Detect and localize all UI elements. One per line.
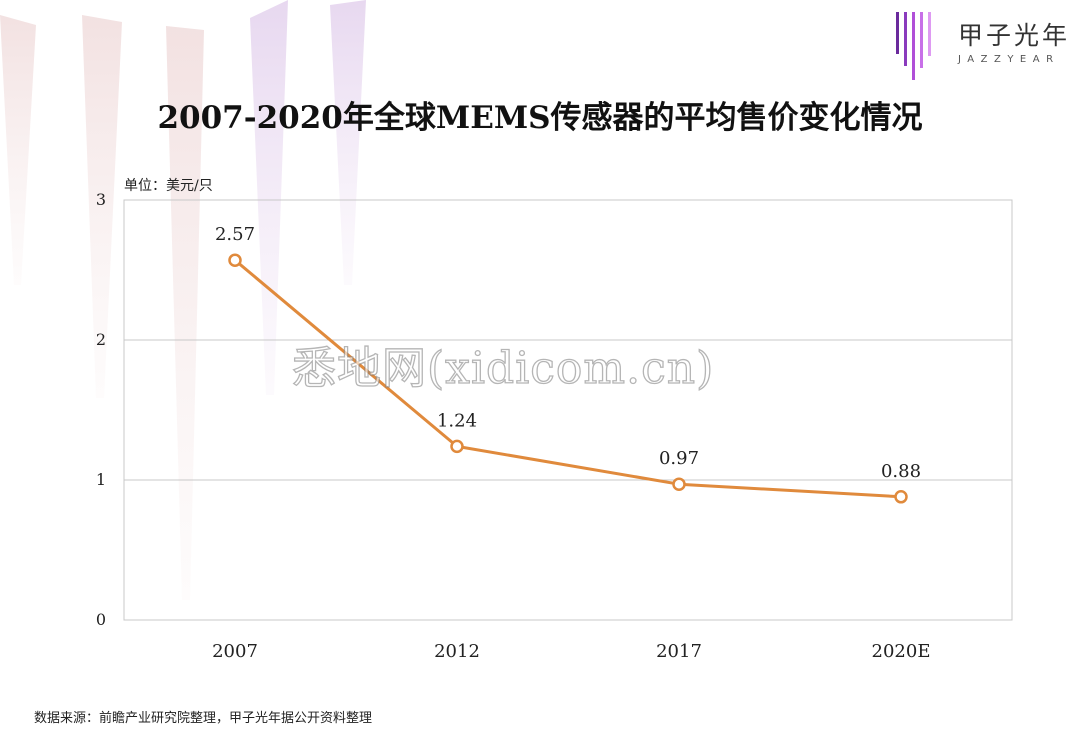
y-tick-label: 3 bbox=[96, 190, 106, 209]
deco-shard bbox=[0, 15, 36, 285]
deco-shard bbox=[166, 26, 204, 600]
grid bbox=[123, 199, 1013, 621]
series-line bbox=[234, 259, 902, 499]
data-label: 2.57 bbox=[215, 224, 255, 245]
data-label: 0.88 bbox=[881, 461, 921, 482]
logo-icon bbox=[896, 12, 931, 80]
source-note: 数据来源：前瞻产业研究院整理，甲子光年据公开资料整理 bbox=[34, 711, 373, 726]
data-point bbox=[894, 490, 908, 504]
unit-label: 单位：美元/只 bbox=[124, 178, 213, 194]
x-tick-label: 2012 bbox=[434, 641, 480, 662]
plot-area-border bbox=[123, 199, 1013, 621]
logo-bar bbox=[896, 12, 899, 54]
x-tick-label: 2020E bbox=[872, 641, 931, 662]
y-tick-label: 1 bbox=[96, 470, 106, 489]
y-tick-label: 2 bbox=[96, 330, 106, 349]
deco-shard bbox=[82, 15, 122, 398]
deco-shard bbox=[250, 0, 288, 395]
logo-bar bbox=[920, 12, 923, 68]
data-label: 0.97 bbox=[659, 448, 699, 469]
deco-shard bbox=[330, 0, 366, 285]
logo-bar bbox=[912, 12, 915, 80]
data-point bbox=[228, 253, 242, 267]
data-point bbox=[450, 439, 464, 454]
logo-name-en: JAZZYEAR bbox=[958, 54, 1060, 65]
watermark: 悉地网(xidicom.cn) bbox=[291, 342, 715, 394]
logo-bar bbox=[928, 12, 931, 56]
data-point bbox=[672, 477, 686, 491]
x-tick-label: 2007 bbox=[212, 641, 258, 662]
logo-bar bbox=[904, 12, 907, 66]
y-axis: 0 1 2 3 bbox=[96, 190, 106, 629]
data-label: 1.24 bbox=[437, 410, 477, 431]
y-tick-label: 0 bbox=[96, 610, 106, 629]
data-points bbox=[228, 253, 908, 504]
data-labels: 2.57 1.24 0.97 0.88 bbox=[215, 224, 921, 482]
logo-name-cn: 甲子光年 bbox=[958, 21, 1071, 50]
x-axis: 2007 2012 2017 2020E bbox=[212, 641, 930, 662]
chart-title: 2007-2020年全球MEMS传感器的平均售价变化情况 bbox=[157, 100, 923, 136]
x-tick-label: 2017 bbox=[656, 641, 702, 662]
